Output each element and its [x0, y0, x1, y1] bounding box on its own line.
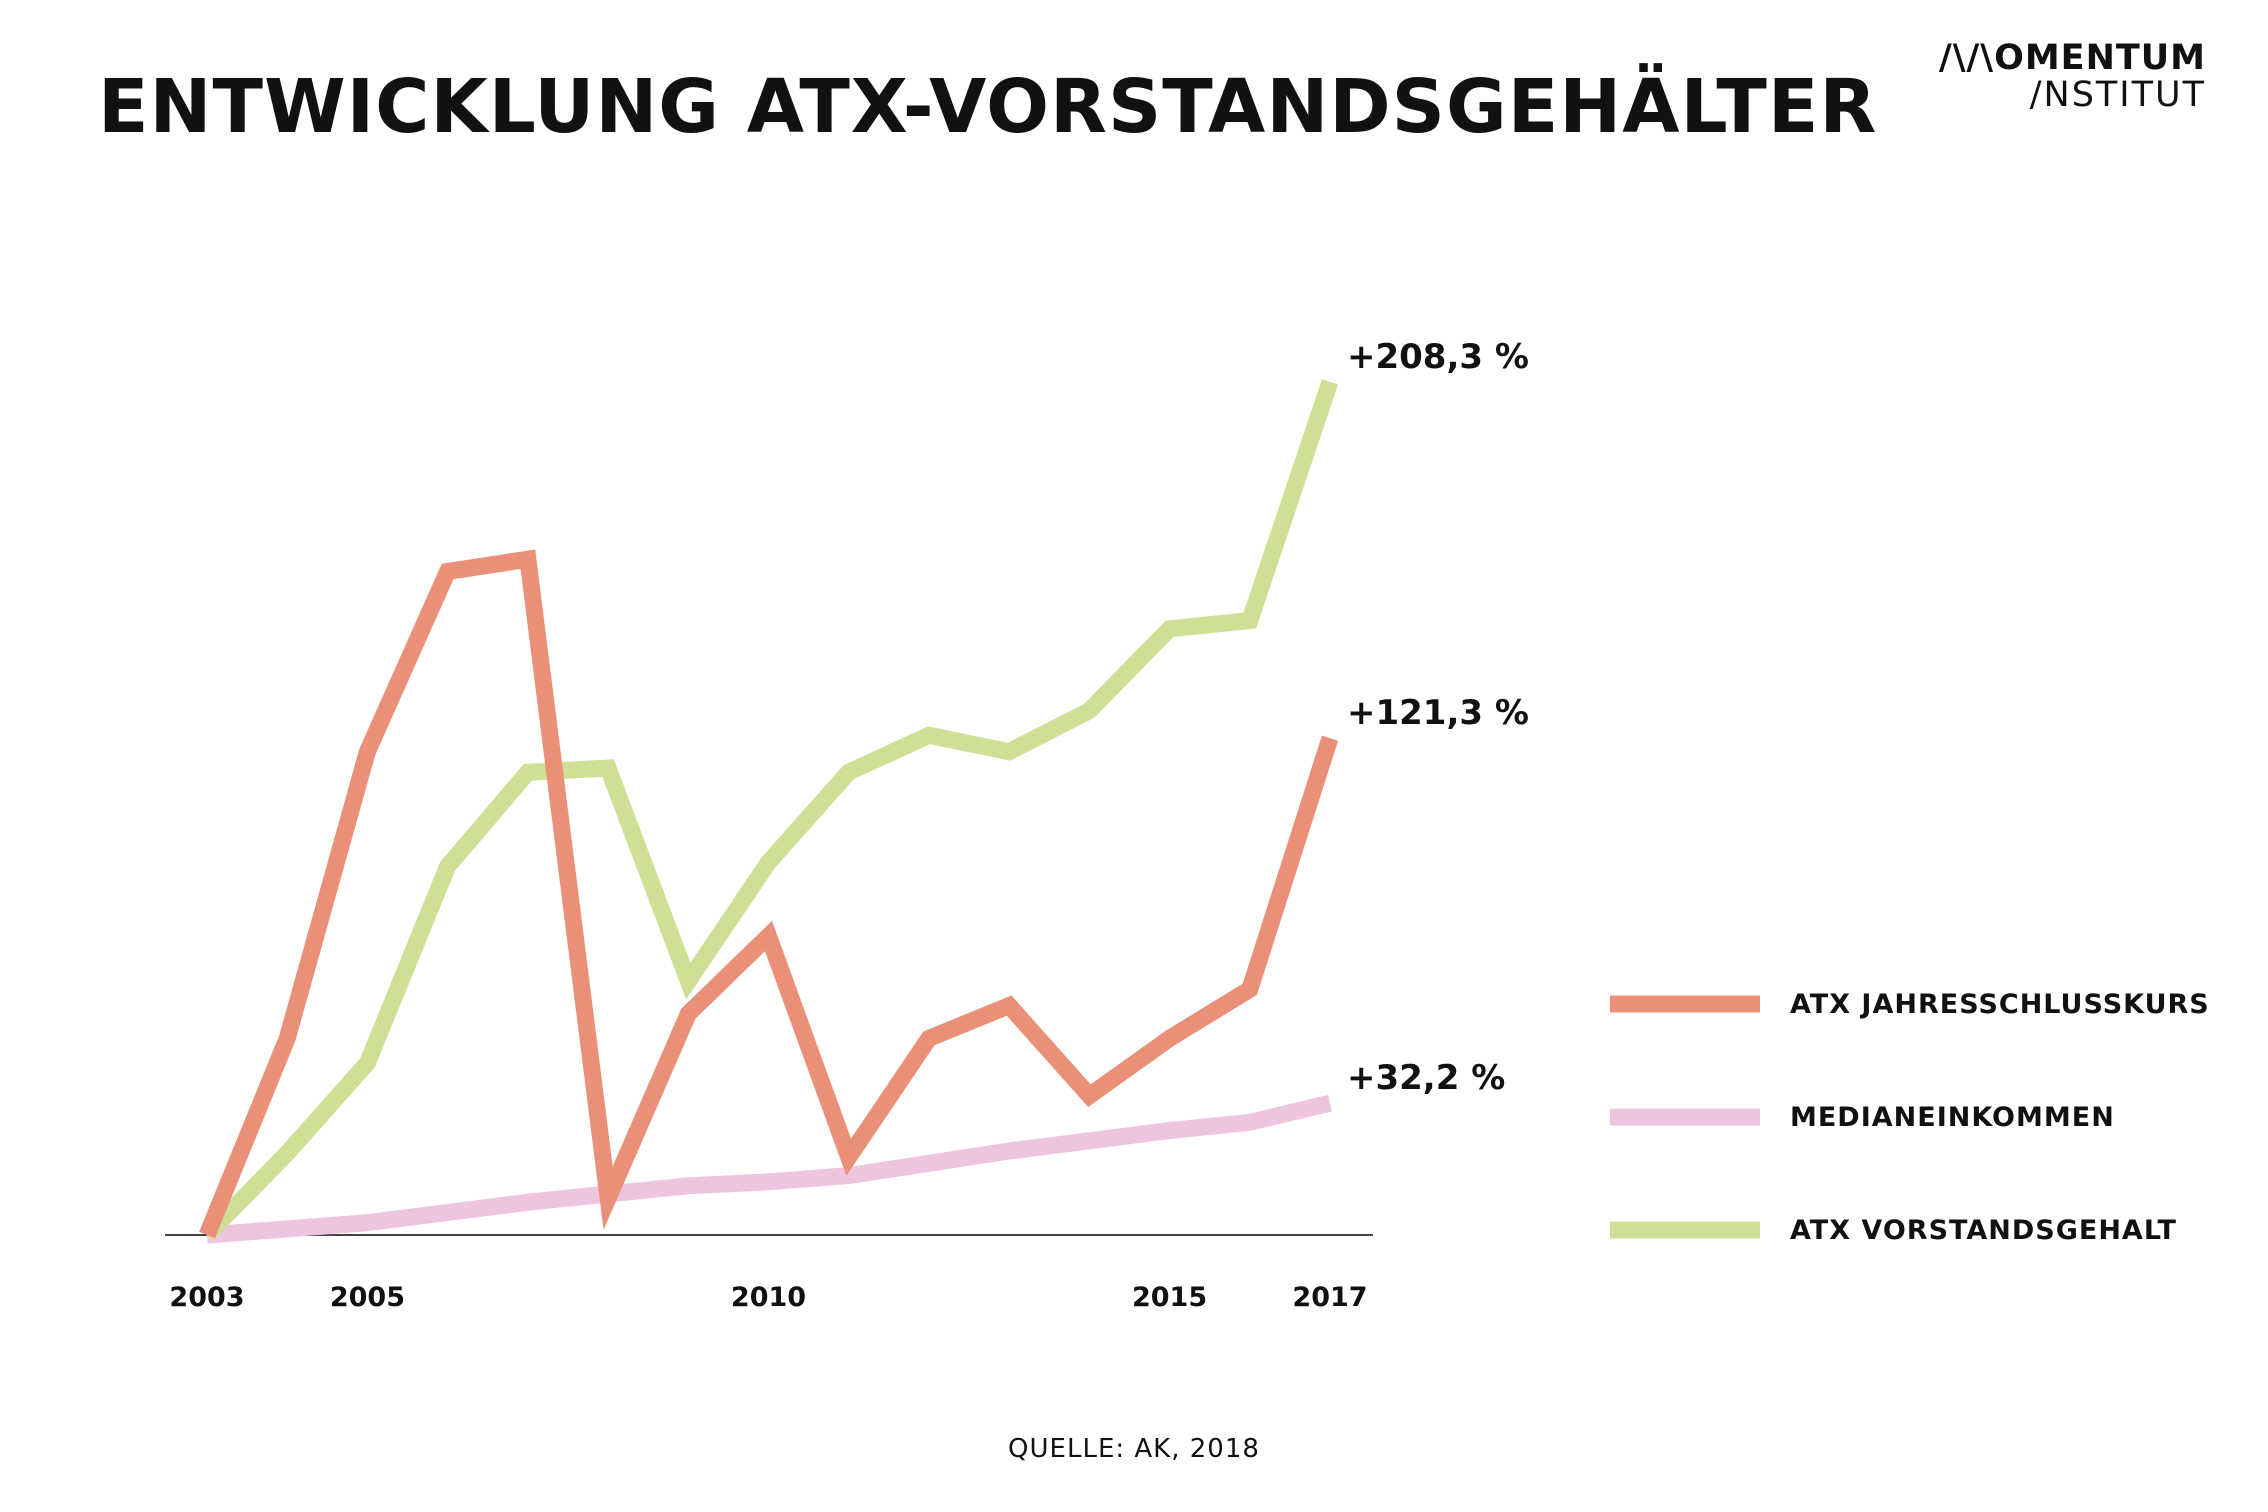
end-label-atx-jahresschlusskurs: +121,3 % — [1347, 693, 1529, 733]
legend-item-medianeinkommen: MEDIANEINKOMMEN — [1610, 1102, 2115, 1133]
end-label-atx-vorstandsgehalt: +208,3 % — [1347, 337, 1529, 377]
series-line-atx-vorstandsgehalt — [200, 379, 1339, 1241]
x-tick-label-2010: 2010 — [731, 1282, 806, 1313]
legend-item-atx-jahresschlusskurs: ATX JAHRESSCHLUSSKURS — [1610, 989, 2210, 1020]
legend: ATX JAHRESSCHLUSSKURS MEDIANEINKOMMEN ATX … — [1610, 989, 2210, 1246]
series-line-medianeinkommen — [206, 1094, 1332, 1244]
x-tick-label-2017: 2017 — [1292, 1282, 1367, 1313]
legend-label-medianeinkommen: MEDIANEINKOMMEN — [1790, 1102, 2115, 1133]
x-tick-label-2003: 2003 — [169, 1282, 244, 1313]
momentum-institut-logo: /\/\OMENTUM /NSTITUT — [1939, 40, 2206, 114]
logo-line-2: /NSTITUT — [2029, 74, 2206, 115]
legend-label-atx-jahresschlusskurs: ATX JAHRESSCHLUSSKURS — [1790, 989, 2210, 1020]
end-label-medianeinkommen: +32,2 % — [1347, 1058, 1505, 1098]
chart-title: ENTWICKLUNG ATX-VORSTANDSGEHÄLTER — [98, 64, 1878, 150]
x-axis-ticks: 2003 2005 2010 2015 2017 — [169, 1282, 1367, 1313]
series-line-atx-jahresschlusskurs — [199, 549, 1339, 1239]
series-layer — [199, 379, 1339, 1244]
x-tick-label-2005: 2005 — [330, 1282, 405, 1313]
legend-item-atx-vorstandsgehalt: ATX VORSTANDSGEHALT — [1610, 1215, 2177, 1246]
end-labels: +121,3 % +32,2 % +208,3 % — [1347, 337, 1529, 1098]
x-tick-label-2015: 2015 — [1132, 1282, 1207, 1313]
legend-label-atx-vorstandsgehalt: ATX VORSTANDSGEHALT — [1790, 1215, 2177, 1246]
source-note: QUELLE: AK, 2018 — [1008, 1434, 1260, 1464]
logo-line-1: /\/\OMENTUM — [1938, 38, 2206, 78]
